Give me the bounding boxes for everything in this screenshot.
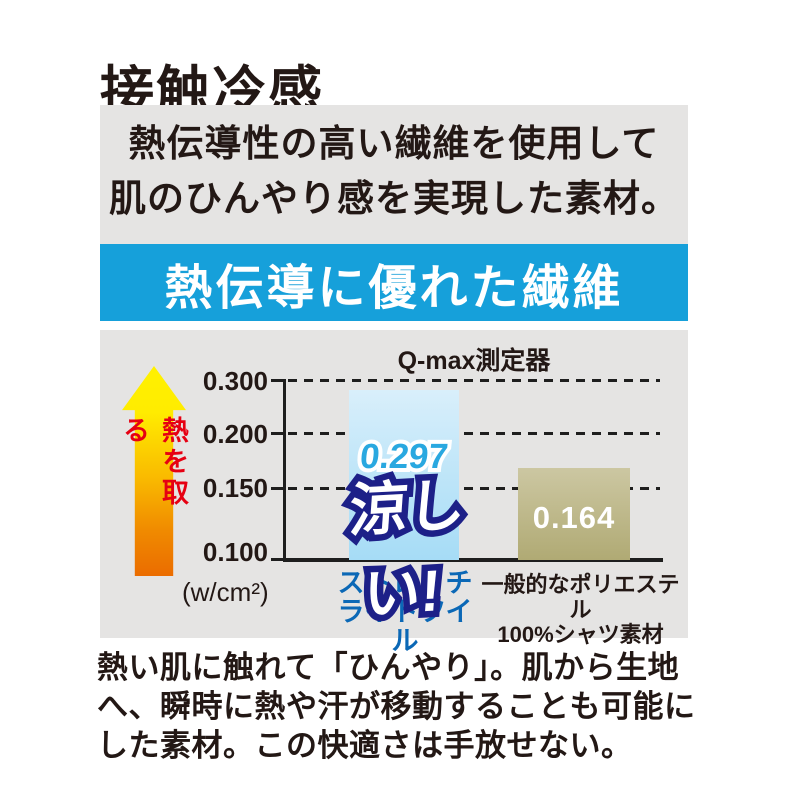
value-label-polyester: 0.164 — [532, 500, 616, 535]
category-label-stretch: ストレッチ ライトツイル — [337, 568, 473, 656]
intro-text: 熱伝導性の高い繊維を使用して 肌のひんやり感を実現した素材。 — [100, 116, 688, 226]
arrow-label: 熱を取る — [119, 416, 188, 509]
intro-line: 肌のひんやり感を実現した素材。 — [109, 178, 679, 219]
gridline — [288, 379, 660, 382]
axis-tick — [271, 558, 283, 561]
y-tick-label: 0.300 — [202, 366, 268, 396]
description-line: した素材。この快適さは手放せない。 — [97, 728, 633, 763]
description-line: へ、瞬時に熱や汗が移動することも可能に — [97, 689, 696, 724]
banner-label: 熱伝導に優れた繊維 — [164, 261, 624, 315]
intro-line: 熱伝導性の高い繊維を使用して — [128, 123, 660, 164]
cool-annotation: 涼しい! 涼しい! — [341, 466, 474, 634]
gridline — [288, 487, 660, 490]
y-axis-line — [283, 379, 286, 562]
chart-title: Q-max測定器 — [397, 347, 551, 375]
category-label-polyester: 一般的なポリエステル 100%シャツ素材 — [481, 572, 680, 647]
axis-tick — [271, 487, 283, 490]
description-line: 熱い肌に触れて「ひんやり」。肌から生地 — [97, 650, 680, 685]
gridline — [288, 432, 660, 435]
y-tick-label: 0.150 — [202, 473, 268, 503]
description-text: 熱い肌に触れて「ひんやり」。肌から生地 へ、瞬時に熱や汗が移動することも可能に … — [97, 648, 722, 765]
bar-polyester — [518, 468, 630, 560]
axis-tick — [271, 432, 283, 435]
y-tick-label: 0.200 — [202, 419, 268, 449]
axis-tick — [271, 379, 283, 382]
x-axis-line — [283, 558, 663, 562]
y-axis-unit-label: (w/cm²) — [182, 577, 269, 607]
heat-conduction-banner: 熱伝導に優れた繊維 — [100, 244, 688, 330]
y-tick-label: 0.100 — [202, 537, 268, 567]
bar-stretch-twill — [349, 390, 459, 560]
